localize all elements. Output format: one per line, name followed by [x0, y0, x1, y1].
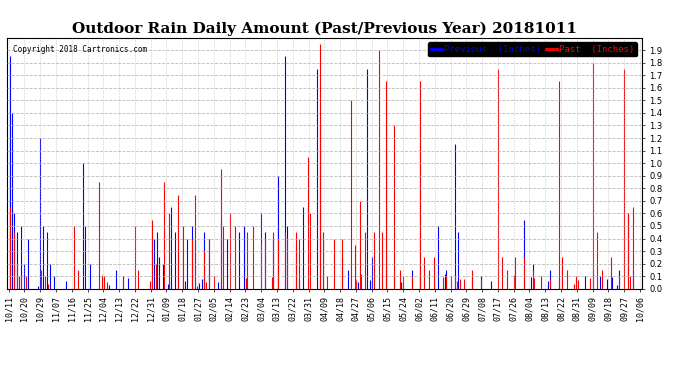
Title: Outdoor Rain Daily Amount (Past/Previous Year) 20181011: Outdoor Rain Daily Amount (Past/Previous… — [72, 22, 577, 36]
Legend: Previous  (Inches), Past  (Inches): Previous (Inches), Past (Inches) — [428, 42, 637, 56]
Text: Copyright 2018 Cartronics.com: Copyright 2018 Cartronics.com — [13, 45, 148, 54]
